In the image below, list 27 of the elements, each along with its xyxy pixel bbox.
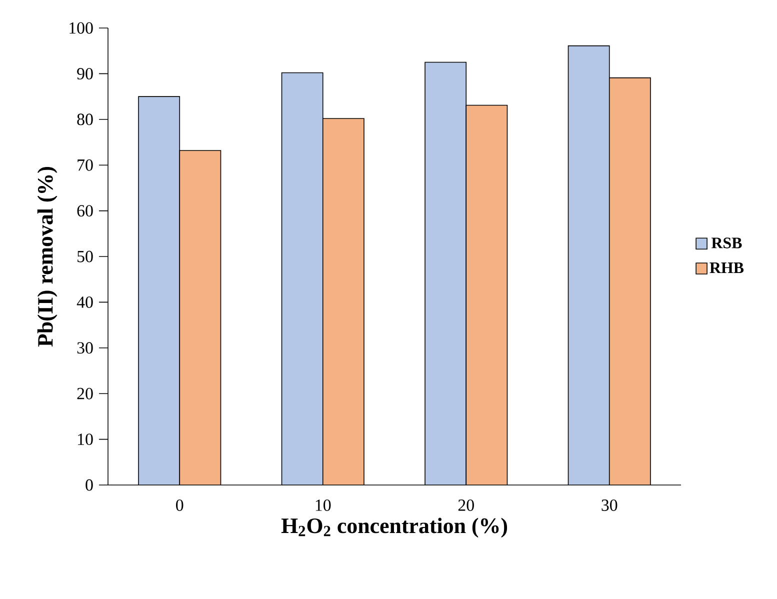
y-tick-label: 70 — [78, 159, 93, 171]
bar — [425, 62, 466, 485]
x-tick-label: 20 — [458, 500, 474, 511]
x-tick-label: 30 — [602, 500, 618, 511]
y-tick-label: 50 — [78, 250, 93, 262]
x-axis-title: H$_{2}$O$_{2}$ concentration (%) — [281, 518, 508, 538]
y-tick-label: 100 — [70, 22, 93, 34]
bar — [608, 77, 651, 485]
y-tick-label: 0 — [86, 479, 93, 491]
y-axis-title: Pb(II) removal (%) — [37, 166, 58, 347]
legend-label: RHB — [710, 262, 744, 274]
x-tick-label: 10 — [316, 500, 331, 511]
legend-label: RSB — [711, 238, 742, 248]
bar — [466, 105, 508, 485]
y-tick-label: 80 — [77, 114, 93, 126]
bar — [180, 150, 221, 485]
y-tick-label: 20 — [77, 388, 93, 400]
y-tick-label: 30 — [77, 342, 93, 354]
bar — [282, 72, 323, 485]
y-tick-label: 60 — [77, 205, 93, 217]
y-tick-label: 90 — [77, 68, 93, 80]
y-tick-label: 10 — [78, 434, 93, 446]
bar — [568, 45, 610, 485]
x-tick-label: 0 — [176, 500, 184, 511]
bar — [138, 96, 180, 485]
y-tick-label: 40 — [76, 296, 93, 308]
bar — [322, 118, 364, 485]
